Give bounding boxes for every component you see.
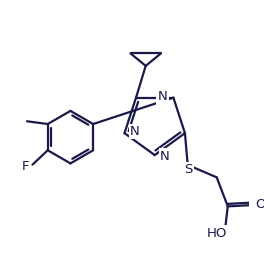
Text: HO: HO (207, 227, 228, 240)
Text: S: S (184, 163, 192, 176)
Text: N: N (160, 150, 170, 163)
Text: O: O (256, 198, 264, 211)
Text: N: N (130, 125, 140, 138)
Text: N: N (157, 90, 167, 103)
Text: F: F (22, 160, 29, 173)
